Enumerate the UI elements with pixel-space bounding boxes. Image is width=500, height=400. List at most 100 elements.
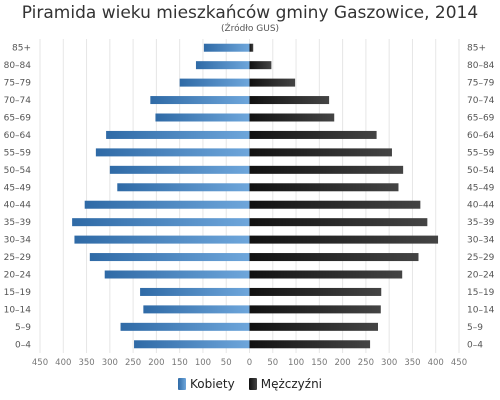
x-tick-label: 450 — [32, 358, 48, 368]
bar-female — [106, 130, 250, 139]
bar-male — [249, 305, 381, 314]
bar-male — [249, 270, 403, 279]
bar-male — [249, 322, 378, 331]
y-tick-label-left: 5–9 — [15, 323, 31, 333]
legend-swatch-females — [177, 378, 186, 390]
x-tick-label: 400 — [428, 358, 444, 368]
y-tick-label-right: 70–74 — [467, 96, 495, 106]
y-tick-label-right: 20–24 — [467, 271, 495, 281]
y-tick-label-right: 55–59 — [467, 148, 495, 158]
legend-item-females[interactable]: Kobiety — [177, 377, 235, 391]
bar-male — [249, 183, 399, 192]
bar-female — [84, 200, 250, 209]
x-tick-label: 50 — [221, 358, 232, 368]
y-tick-label-left: 75–79 — [4, 79, 32, 89]
bar-male — [249, 130, 377, 139]
y-tick-label-right: 10–14 — [467, 305, 495, 315]
y-tick-label-left: 10–14 — [4, 305, 32, 315]
y-tick-label-right: 0–4 — [467, 340, 483, 350]
x-tick-label: 250 — [358, 358, 374, 368]
y-tick-label-left: 25–29 — [4, 253, 32, 263]
x-tick-label: 50 — [267, 358, 278, 368]
bar-male — [249, 148, 392, 157]
y-tick-label-right: 80–84 — [467, 61, 495, 71]
y-tick-label-right: 35–39 — [467, 218, 495, 228]
bar-male — [249, 235, 439, 244]
bar-female — [117, 183, 250, 192]
bar-female — [134, 340, 250, 349]
y-tick-label-right: 85+ — [467, 44, 486, 54]
bar-female — [109, 165, 250, 174]
y-tick-label-right: 45–49 — [467, 183, 495, 193]
y-tick-label-left: 30–34 — [4, 236, 32, 246]
x-tick-label: 0 — [247, 358, 252, 368]
bar-male — [249, 253, 419, 262]
bar-female — [104, 270, 250, 279]
x-tick-label: 450 — [451, 358, 467, 368]
y-tick-label-left: 70–74 — [4, 96, 32, 106]
x-tick-label: 350 — [78, 358, 94, 368]
y-tick-label-left: 65–69 — [4, 114, 32, 124]
bar-female — [140, 287, 250, 296]
bar-male — [249, 113, 335, 122]
y-tick-label-left: 85+ — [12, 44, 31, 54]
y-tick-label-left: 0–4 — [15, 340, 31, 350]
bar-female — [195, 61, 250, 70]
x-tick-label: 200 — [334, 358, 350, 368]
y-tick-label-right: 60–64 — [467, 131, 495, 141]
legend-item-males[interactable]: Mężczyźni — [248, 377, 323, 391]
y-tick-label-right: 40–44 — [467, 201, 495, 211]
y-tick-label-right: 75–79 — [467, 79, 495, 89]
y-tick-label-right: 65–69 — [467, 114, 495, 124]
x-tick-label: 100 — [195, 358, 211, 368]
x-tick-label: 300 — [102, 358, 118, 368]
y-tick-label-left: 20–24 — [4, 271, 32, 281]
bar-female — [95, 148, 250, 157]
bar-male — [249, 96, 330, 105]
legend-label-females: Kobiety — [189, 377, 235, 391]
y-tick-label-left: 60–64 — [4, 131, 32, 141]
y-tick-label-left: 55–59 — [4, 148, 32, 158]
legend-label-males: Mężczyźni — [260, 377, 323, 391]
y-tick-label-right: 50–54 — [467, 166, 495, 176]
bar-female — [179, 78, 250, 87]
chart-title: Piramida wieku mieszkańców gminy Gaszowi… — [21, 3, 479, 23]
bar-male — [249, 78, 296, 87]
bar-male — [249, 200, 421, 209]
y-tick-label-left: 45–49 — [4, 183, 32, 193]
bar-male — [249, 61, 272, 70]
y-tick-label-left: 50–54 — [4, 166, 32, 176]
x-tick-label: 150 — [311, 358, 327, 368]
x-tick-label: 400 — [55, 358, 71, 368]
chart-subtitle: (Źródło GUS) — [220, 24, 280, 34]
bar-male — [249, 218, 428, 227]
bar-female — [150, 96, 250, 105]
bar-male — [249, 43, 254, 52]
x-tick-label: 350 — [404, 358, 420, 368]
bar-male — [249, 340, 371, 349]
y-tick-label-left: 35–39 — [4, 218, 32, 228]
bar-female — [143, 305, 250, 314]
x-tick-label: 150 — [172, 358, 188, 368]
y-tick-label-left: 80–84 — [4, 61, 32, 71]
bar-female — [155, 113, 250, 122]
bar-male — [249, 165, 404, 174]
y-tick-label-left: 15–19 — [4, 288, 32, 298]
x-tick-label: 250 — [125, 358, 141, 368]
y-tick-label-right: 25–29 — [467, 253, 495, 263]
y-tick-label-right: 15–19 — [467, 288, 495, 298]
bar-male — [249, 287, 382, 296]
x-tick-label: 300 — [381, 358, 397, 368]
x-tick-label: 200 — [148, 358, 164, 368]
legend: Kobiety Mężczyźni — [0, 374, 500, 394]
bar-female — [72, 218, 250, 227]
y-tick-label-right: 5–9 — [467, 323, 483, 333]
bar-female — [89, 253, 250, 262]
bar-female — [120, 322, 250, 331]
bar-female — [74, 235, 250, 244]
legend-swatch-males — [248, 378, 257, 390]
bar-female — [203, 43, 250, 52]
y-tick-label-left: 40–44 — [4, 201, 32, 211]
